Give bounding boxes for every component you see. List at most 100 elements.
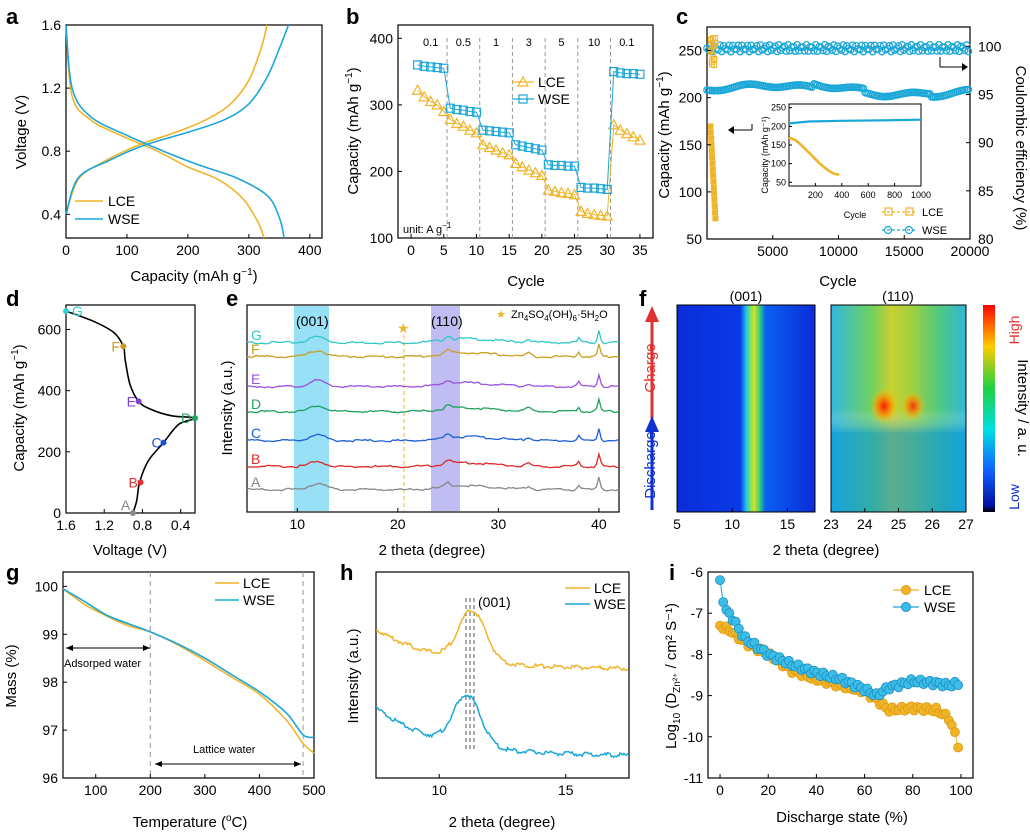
state-point-g bbox=[63, 308, 69, 315]
xrd-curve-wse bbox=[375, 694, 629, 759]
ce-point-wse bbox=[855, 45, 864, 54]
panel-letter-b: b bbox=[346, 4, 359, 29]
xrd-curve-lce bbox=[375, 609, 629, 671]
data-point-lce bbox=[614, 123, 627, 135]
xticks-i: 0 20 40 60 80 100 bbox=[716, 774, 973, 798]
x-tick-label: 200 bbox=[139, 782, 163, 798]
x-tick-label: 10 bbox=[724, 516, 740, 532]
ce-point-wse bbox=[913, 42, 921, 51]
curves-h bbox=[375, 609, 629, 759]
xticks-f1: 5 10 15 bbox=[673, 508, 795, 532]
data-point-lce bbox=[548, 185, 561, 197]
data-point-wse bbox=[419, 61, 429, 71]
data-point-lce bbox=[509, 157, 522, 169]
discharge-arrow bbox=[645, 416, 659, 510]
capacity-point-lce bbox=[712, 209, 719, 216]
inset-y-tick-label: 250 bbox=[771, 103, 786, 113]
x-tick-label: 15 bbox=[501, 242, 517, 258]
curve-label-b: B bbox=[251, 451, 260, 467]
discharge-label: Discharge bbox=[642, 431, 659, 499]
panel-letter-h: h bbox=[340, 560, 353, 585]
state-point-e bbox=[135, 398, 142, 405]
legend-label-lce: LCE bbox=[538, 74, 565, 90]
data-point-lce bbox=[953, 742, 963, 753]
panel-d: d AB C D E F G 1.6 1.2 0.8 0.4 0 200 400 600 Voltag… bbox=[6, 286, 198, 559]
data-point-wse bbox=[602, 184, 612, 195]
colorbar-high: High bbox=[1006, 316, 1022, 345]
x-tick-label: 40 bbox=[809, 782, 825, 798]
x-tick-label: 35 bbox=[632, 242, 648, 258]
ce-point-wse bbox=[780, 42, 789, 51]
x-tick-label: 0.4 bbox=[171, 517, 191, 533]
capacity-point-lce bbox=[707, 123, 714, 130]
xrd-curve-e bbox=[247, 372, 620, 389]
arrow-right bbox=[939, 57, 968, 71]
x-tick-label: 100 bbox=[115, 242, 139, 258]
data-point-lce bbox=[633, 133, 646, 145]
data-point-wse bbox=[576, 182, 586, 193]
capacity-point-lce bbox=[711, 203, 718, 210]
heatmap-110-shade bbox=[831, 305, 966, 512]
data-point-wse bbox=[452, 104, 462, 115]
heatmap-title-001: (001) bbox=[730, 288, 763, 304]
x-tick-label: 25 bbox=[891, 516, 907, 532]
heatmap-frame-001 bbox=[676, 304, 816, 513]
state-points: AB C D E F G bbox=[63, 303, 198, 516]
data-point-wse bbox=[445, 103, 455, 113]
y-tick-label: 99 bbox=[42, 626, 58, 642]
x-tick-label: 400 bbox=[248, 782, 272, 798]
colorbar-low: Low bbox=[1006, 483, 1022, 510]
state-point-c bbox=[160, 439, 167, 446]
x-tick-label: 25 bbox=[567, 242, 583, 258]
y-tick-label: 96 bbox=[42, 770, 58, 786]
plot-frame bbox=[246, 304, 620, 513]
data-point-lce bbox=[542, 183, 555, 195]
legend-label-lce: LCE bbox=[594, 580, 621, 596]
inset-ylabel: Capacity (mAh g⁻¹) bbox=[760, 116, 770, 193]
panel-a: a 0 100 200 300 400 0.4 0.8 1.2 1.6 Capacity (m… bbox=[6, 4, 323, 285]
yticks-c: 50 100 150 200 250 bbox=[679, 43, 711, 247]
inset-y-tick-label: 50 bbox=[776, 177, 786, 187]
yticks-a: 0.4 0.8 1.2 1.6 bbox=[42, 17, 70, 222]
data-point-lce bbox=[620, 127, 633, 139]
panel-letter-g: g bbox=[6, 560, 19, 585]
inset-xticks: 200 400 600 800 1000 bbox=[808, 183, 931, 200]
data-point-lce bbox=[535, 169, 548, 181]
inset-curve-lce bbox=[788, 136, 840, 177]
x-tick-label: 200 bbox=[176, 242, 200, 258]
x-tick-label: 0.8 bbox=[133, 517, 153, 533]
data-point-wse bbox=[569, 161, 580, 171]
x-tick-label: 5000 bbox=[757, 243, 788, 259]
legend-label-wse: WSE bbox=[108, 211, 140, 227]
inset-x-tick-label: 400 bbox=[834, 190, 849, 200]
xlabel-b: Cycle bbox=[507, 273, 545, 290]
xticks-g: 100 200 300 400 500 bbox=[84, 774, 326, 798]
legend-i: LCE WSE bbox=[893, 582, 956, 615]
x-tick-label: 80 bbox=[905, 782, 921, 798]
plot-frame bbox=[375, 571, 630, 779]
y-tick-label: 50 bbox=[686, 231, 702, 247]
rate-labels: 0.1 0.5 1 3 5 10 0.1 bbox=[423, 37, 634, 49]
y-tick-label: -6 bbox=[691, 564, 704, 580]
inset-frame bbox=[788, 103, 922, 187]
heatmap-title-110: (110) bbox=[882, 288, 914, 304]
ce-point-wse bbox=[714, 46, 722, 54]
legend-marker-wse bbox=[901, 602, 911, 612]
state-label-e: E bbox=[127, 393, 136, 409]
data-point-wse bbox=[458, 105, 468, 115]
xticks-h: 10 15 bbox=[431, 774, 574, 798]
legend-h: LCE WSE bbox=[565, 580, 626, 612]
xlabel-a: Capacity (mAh g−1) bbox=[130, 267, 257, 285]
curve-label-f: F bbox=[251, 341, 260, 357]
panel-letter-f: f bbox=[639, 286, 647, 311]
y-tick-label: 0.8 bbox=[42, 143, 62, 159]
data-points-c bbox=[703, 35, 973, 222]
data-point-wse bbox=[615, 68, 625, 78]
data-point-wse bbox=[484, 126, 495, 136]
legend-label-lce: LCE bbox=[243, 575, 270, 591]
series-line-lce bbox=[417, 89, 641, 217]
curves-a bbox=[65, 24, 290, 239]
curves-g bbox=[62, 588, 315, 754]
